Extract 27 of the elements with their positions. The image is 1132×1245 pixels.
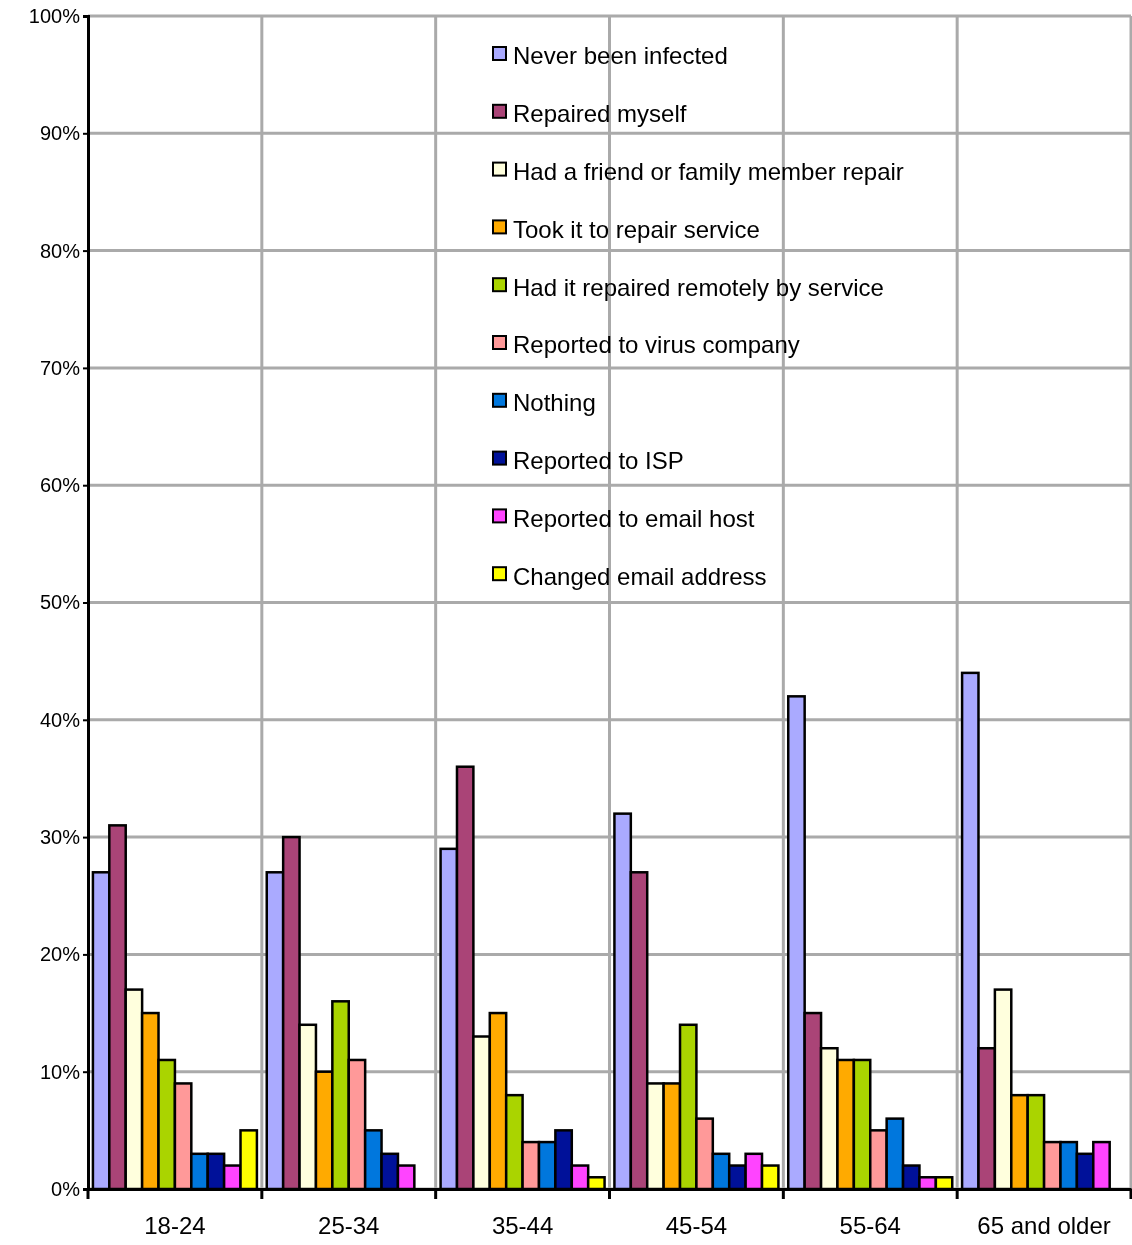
- x-tick-label: 65 and older: [977, 1212, 1111, 1240]
- y-tick-label: 90%: [39, 122, 81, 145]
- legend-label: Had it repaired remotely by service: [513, 273, 884, 301]
- x-tick-label: 35-44: [491, 1212, 554, 1240]
- y-tick-label: 10%: [39, 1060, 81, 1083]
- y-tick-label: 100%: [28, 4, 81, 27]
- y-tick-label: 60%: [39, 474, 81, 497]
- y-tick-label: 70%: [39, 356, 81, 379]
- legend-label: Never been infected: [513, 42, 728, 70]
- y-tick-label: 20%: [39, 943, 81, 966]
- y-tick-label: 30%: [39, 826, 81, 848]
- legend-label: Reported to virus company: [513, 331, 800, 359]
- y-tick-label: 40%: [39, 708, 81, 731]
- legend-label: Reported to email host: [513, 504, 755, 532]
- legend-label: Changed email address: [513, 562, 767, 590]
- legend-label: Had a friend or family member repair: [513, 158, 904, 185]
- y-tick-label: 50%: [39, 591, 81, 614]
- y-tick-label: 80%: [39, 239, 81, 262]
- x-tick-label: 25-34: [318, 1212, 380, 1240]
- legend-label: Reported to ISP: [513, 447, 684, 474]
- legend-label: Took it to repair service: [513, 215, 760, 243]
- legend-label: Repaired myself: [513, 100, 687, 128]
- legend-label: Nothing: [513, 389, 596, 417]
- x-tick-label: 55-64: [839, 1212, 901, 1240]
- x-tick-label: 45-54: [665, 1212, 728, 1240]
- x-tick-label: 18-24: [144, 1212, 206, 1240]
- y-tick-label: 0%: [51, 1177, 81, 1200]
